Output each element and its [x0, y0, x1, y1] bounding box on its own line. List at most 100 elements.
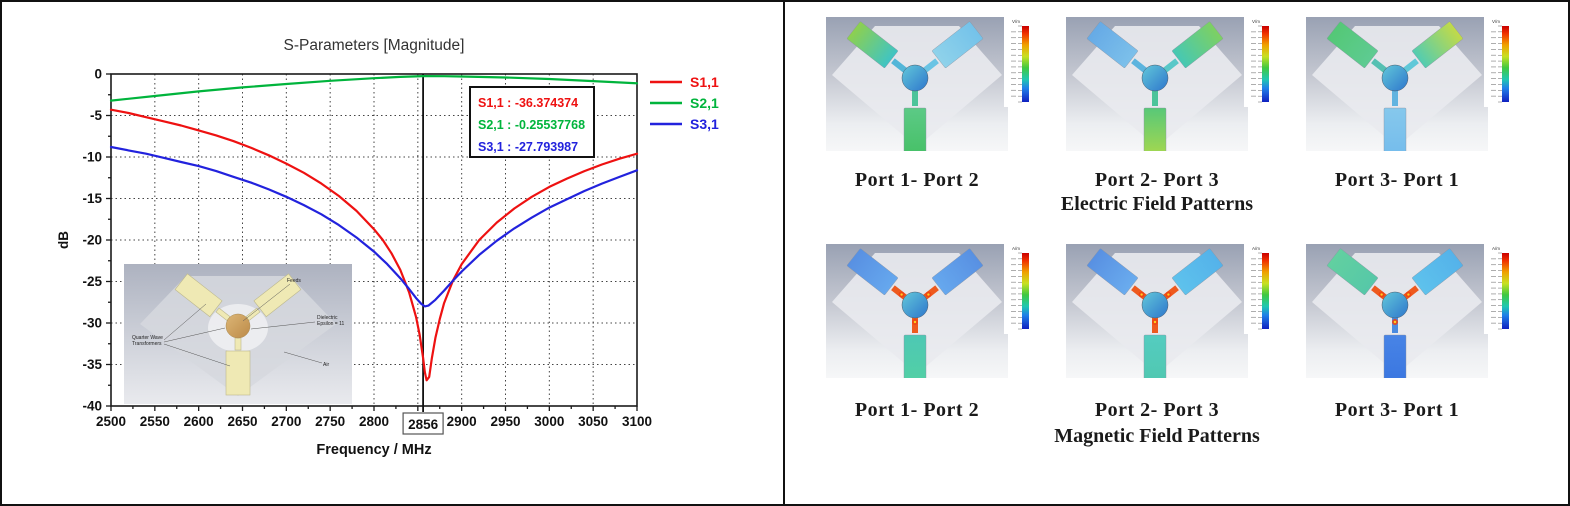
- antenna-arms: [1326, 248, 1464, 384]
- legend-entry: S3,1: [690, 116, 719, 132]
- svg-text:2900: 2900: [447, 414, 477, 429]
- center-junction: [1381, 64, 1409, 92]
- readout-box: [469, 86, 595, 158]
- antenna-arms: [846, 21, 984, 157]
- svg-text:2950: 2950: [490, 414, 520, 429]
- colorbar: V/m: [1004, 17, 1040, 107]
- svg-text:-5: -5: [90, 108, 102, 123]
- pattern-cell: V/m Port 1- Port 2: [826, 17, 1040, 192]
- x-tick-labels: 2500 2550 2600 2650 2700 2750 2800 2900 2950 3000…: [96, 414, 652, 429]
- center-junction: [1141, 64, 1169, 92]
- svg-text:-10: -10: [82, 150, 102, 165]
- field-pattern-thumbnail: A/m: [1066, 244, 1280, 384]
- field-pattern-thumbnail: V/m: [1066, 17, 1280, 157]
- field-pattern-thumbnail: A/m: [1306, 244, 1520, 384]
- svg-text:3050: 3050: [578, 414, 608, 429]
- svg-text:2500: 2500: [96, 414, 126, 429]
- y-tick-labels: 0 -5 -10 -15 -20 -25 -30 -35 -40: [82, 67, 102, 414]
- inset-label-epsilon: Epsilon = 11: [317, 321, 345, 327]
- inset-label-quarter-wave: Quarter Wave: [132, 335, 163, 341]
- antenna-geometry-inset: Feeds Dielectric Epsilon = 11 Quarter Wa…: [124, 264, 352, 404]
- field-group-title: Electric Field Patterns: [1060, 193, 1254, 215]
- s-parameter-chart: S-Parameters [Magnitude] 2500 2550 2600 2650…: [56, 37, 719, 458]
- colorbar-unit-label: A/m: [1252, 246, 1260, 251]
- pattern-cell: A/m Port 2- Port 3: [1066, 244, 1280, 422]
- colorbar: A/m: [1484, 244, 1520, 334]
- svg-text:-30: -30: [82, 316, 102, 331]
- inset-label-dielectric: Dielectric: [317, 315, 338, 321]
- readout-value: S1,1 : -36.374374: [478, 96, 578, 110]
- colorbar-unit-label: A/m: [1012, 246, 1020, 251]
- colorbar-unit-label: V/m: [1012, 19, 1020, 24]
- field-hotspots: [1378, 291, 1412, 325]
- s-parameter-panel: S-Parameters [Magnitude] 2500 2550 2600 2650…: [2, 2, 783, 504]
- legend-entry: S2,1: [690, 95, 719, 111]
- marker-frequency-box: [402, 412, 444, 435]
- y-axis-label: dB: [56, 231, 71, 249]
- port-pair-label: Port 1- Port 2: [854, 169, 980, 191]
- legend-entry: S1,1: [690, 74, 719, 90]
- center-junction: [901, 64, 929, 92]
- svg-text:3100: 3100: [622, 414, 652, 429]
- svg-text:2700: 2700: [271, 414, 301, 429]
- colorbar-unit-label: V/m: [1252, 19, 1260, 24]
- chart-title: S-Parameters [Magnitude]: [284, 37, 465, 54]
- svg-text:-25: -25: [82, 274, 102, 289]
- svg-text:0: 0: [94, 67, 102, 82]
- port-pair-label: Port 3- Port 1: [1334, 169, 1460, 191]
- pattern-cell: V/m Port 3- Port 1: [1306, 17, 1520, 192]
- x-axis-label: Frequency / MHz: [316, 442, 431, 458]
- port-pair-label: Port 3- Port 1: [1334, 399, 1460, 421]
- legend: S1,1 S2,1 S3,1: [650, 74, 719, 132]
- antenna-arms: [1326, 21, 1464, 157]
- colorbar: V/m: [1244, 17, 1280, 107]
- table-cell-divider: [783, 2, 785, 504]
- port-pair-label: Port 2- Port 3: [1094, 169, 1220, 191]
- inset-center-patch: [225, 313, 251, 339]
- colorbar: A/m: [1004, 244, 1040, 334]
- inset-label-transformers: Transformers: [132, 341, 162, 347]
- series-curve-S21: [109, 74, 639, 102]
- readout-value: S2,1 : -0.25537768: [478, 118, 585, 132]
- antenna-inset-image: Feeds Dielectric Epsilon = 11 Quarter Wa…: [124, 264, 352, 404]
- field-pattern-thumbnail: A/m: [826, 244, 1040, 384]
- antenna-arms: [1086, 21, 1224, 157]
- field-group-title: Magnetic Field Patterns: [1054, 425, 1260, 447]
- svg-text:-15: -15: [82, 191, 102, 206]
- colorbar-unit-label: A/m: [1492, 246, 1500, 251]
- marker-frequency-value: 2856: [408, 417, 439, 432]
- field-hotspots: [898, 291, 932, 325]
- port-pair-label: Port 1- Port 2: [854, 399, 980, 421]
- center-junction: [1381, 291, 1409, 319]
- pattern-cell: V/m Port 2- Port 3: [1066, 17, 1280, 192]
- center-junction: [1141, 291, 1169, 319]
- field-patterns-panel: V/m Port 1- Port 2 V/m Port 2- Port 3 V/…: [785, 2, 1568, 504]
- svg-text:-40: -40: [82, 399, 102, 414]
- field-hotspots: [1138, 291, 1172, 325]
- port-pair-label: Port 2- Port 3: [1094, 399, 1220, 421]
- colorbar: V/m: [1484, 17, 1520, 107]
- svg-text:2550: 2550: [140, 414, 170, 429]
- svg-text:2600: 2600: [184, 414, 214, 429]
- inset-label-feeds: Feeds: [287, 278, 301, 284]
- field-pattern-thumbnail: V/m: [826, 17, 1040, 157]
- inset-leader-lines: [163, 283, 323, 367]
- svg-text:-35: -35: [82, 357, 102, 372]
- colorbar-unit-label: V/m: [1492, 19, 1500, 24]
- field-pattern-thumbnail: V/m: [1306, 17, 1520, 157]
- pattern-cell: A/m Port 3- Port 1: [1306, 244, 1520, 422]
- series-curve-S31: [109, 145, 639, 308]
- pattern-cell: A/m Port 1- Port 2: [826, 244, 1040, 422]
- series-curve-S11: [109, 108, 639, 382]
- svg-text:2650: 2650: [227, 414, 257, 429]
- center-junction: [901, 291, 929, 319]
- colorbar: A/m: [1244, 244, 1280, 334]
- inset-label-air: Air: [323, 362, 329, 368]
- axis-ticks: [106, 73, 638, 411]
- svg-text:2800: 2800: [359, 414, 389, 429]
- readout-value: S3,1 : -27.793987: [478, 140, 578, 154]
- svg-text:2750: 2750: [315, 414, 345, 429]
- svg-text:-20: -20: [82, 233, 102, 248]
- svg-text:3000: 3000: [534, 414, 564, 429]
